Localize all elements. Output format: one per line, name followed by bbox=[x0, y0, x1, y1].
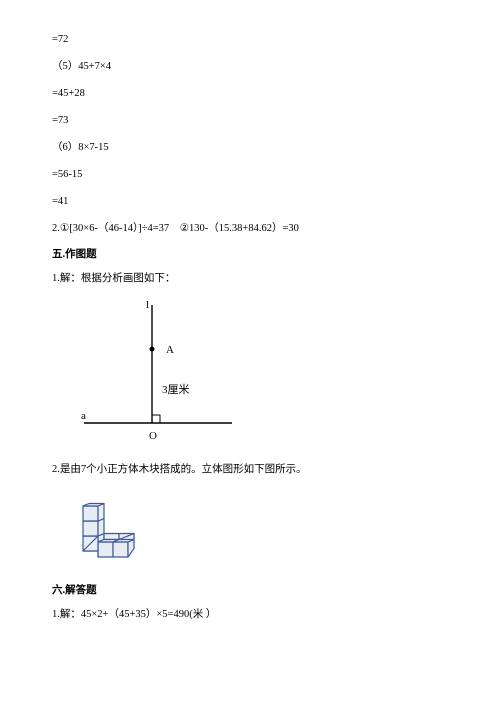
math-line: =45+28 bbox=[52, 84, 448, 104]
label-l: l bbox=[146, 299, 149, 311]
section5-title: 五.作图题 bbox=[52, 246, 448, 261]
section6-q1: 1.解：45×2+（45+35）×5=490(米 ） bbox=[52, 605, 448, 625]
label-O: O bbox=[149, 430, 157, 442]
math-line: （6）8×7-15 bbox=[52, 138, 448, 158]
math-line: （5）45+7×4 bbox=[52, 57, 448, 77]
perpendicular-diagram: l A 3厘米 a O bbox=[72, 295, 242, 450]
label-A: A bbox=[166, 344, 174, 356]
section6-title: 六.解答题 bbox=[52, 582, 448, 597]
section5-q1: 1.解：根据分析画图如下： bbox=[52, 269, 448, 289]
section5-q2: 2.是由7个小正方体木块搭成的。立体图形如下图所示。 bbox=[52, 460, 448, 480]
label-a-axis: a bbox=[81, 410, 86, 422]
math-line: 2.①[30×6-（46-14）]÷4=37 ②130-（15.38+84.62… bbox=[52, 219, 448, 239]
math-line: =56-15 bbox=[52, 165, 448, 185]
math-line: =41 bbox=[52, 192, 448, 212]
cube-figure bbox=[68, 488, 148, 568]
label-dist: 3厘米 bbox=[162, 383, 190, 396]
math-line: =72 bbox=[52, 30, 448, 50]
math-line: =73 bbox=[52, 111, 448, 131]
